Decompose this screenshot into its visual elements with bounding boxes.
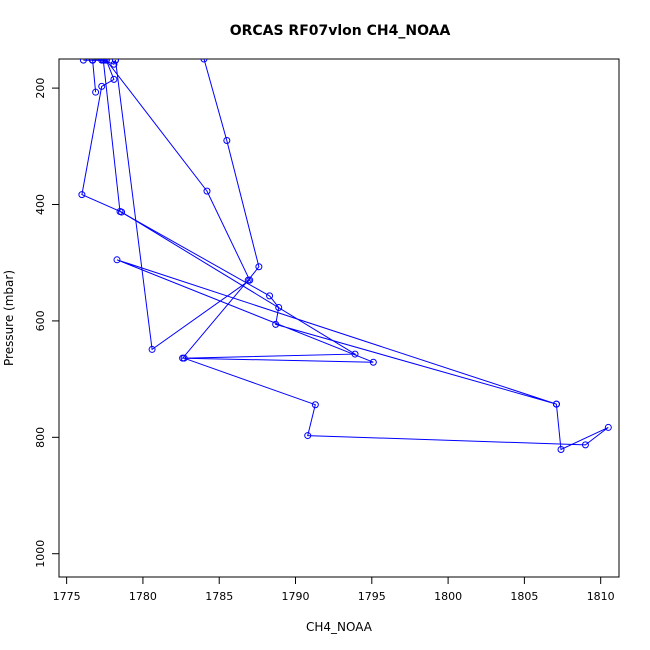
y-tick-label: 1000 <box>34 540 47 568</box>
data-point <box>111 59 119 64</box>
data-point <box>266 292 274 300</box>
data-point <box>604 423 612 431</box>
y-tick-label: 200 <box>34 78 47 99</box>
y-axis: 200 400 600 800 1000 <box>34 78 59 568</box>
data-point <box>78 191 86 199</box>
plot-frame <box>58 58 620 578</box>
data-point <box>275 304 283 312</box>
x-tick-label: 1775 <box>53 590 81 603</box>
data-point <box>79 59 87 64</box>
data-point <box>581 441 589 449</box>
data-point <box>272 320 280 328</box>
x-tick-label: 1780 <box>129 590 157 603</box>
data-point <box>116 207 124 215</box>
data-point <box>311 401 319 409</box>
data-point <box>223 136 231 144</box>
data-point <box>200 59 208 63</box>
x-tick-label: 1805 <box>510 590 538 603</box>
x-axis: 1775 1780 1785 1790 1795 1800 1805 1810 <box>53 577 615 603</box>
x-tick-label: 1790 <box>282 590 310 603</box>
data-point <box>110 75 118 83</box>
y-tick-label: 600 <box>34 310 47 331</box>
data-point <box>180 354 188 362</box>
data-point <box>113 256 121 264</box>
y-axis-label: Pressure (mbar) <box>2 270 16 366</box>
data-point <box>148 345 156 353</box>
data-point <box>99 59 107 64</box>
x-tick-label: 1785 <box>205 590 233 603</box>
data-point <box>304 432 312 440</box>
data-point <box>369 358 377 366</box>
data-point <box>92 88 100 96</box>
series-line-3 <box>83 59 609 451</box>
y-tick-label: 400 <box>34 194 47 215</box>
data-point <box>98 82 106 90</box>
data-point <box>255 263 263 271</box>
series-line-1 <box>81 59 357 359</box>
x-tick-label: 1795 <box>358 590 386 603</box>
x-axis-label: CH4_NOAA <box>306 620 373 634</box>
data-point <box>557 446 565 454</box>
x-tick-label: 1800 <box>434 590 462 603</box>
x-tick-label: 1810 <box>587 590 615 603</box>
chart-title: ORCAS RF07vlon CH4_NOAA <box>230 23 451 39</box>
data-point <box>552 400 560 408</box>
data-point <box>203 187 211 195</box>
plot-area <box>78 59 612 454</box>
data-point <box>246 276 254 284</box>
data-point <box>110 60 118 68</box>
data-point <box>89 59 97 64</box>
y-tick-label: 800 <box>34 427 47 448</box>
